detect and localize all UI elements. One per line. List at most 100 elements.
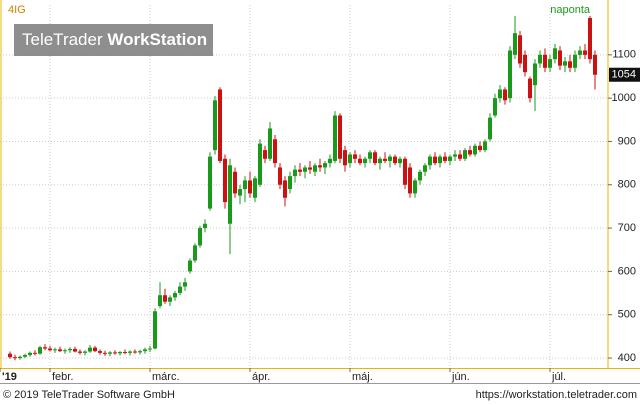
- candle-body: [218, 89, 222, 161]
- candle-body: [53, 349, 57, 351]
- candle-body: [408, 167, 412, 194]
- candle-body: [473, 145, 477, 155]
- candle-body: [513, 33, 517, 55]
- candle-body: [168, 297, 172, 302]
- candle-body: [258, 143, 262, 185]
- candle-body: [548, 59, 552, 68]
- candle-body: [318, 165, 322, 168]
- x-tick-label: máj.: [352, 371, 373, 383]
- candle-body: [333, 115, 337, 161]
- candle-body: [38, 347, 42, 354]
- candle-body: [183, 282, 187, 287]
- candle-body: [363, 158, 367, 164]
- y-tick-label: 800: [618, 179, 636, 191]
- y-tick-label: 400: [618, 352, 636, 364]
- candle-body: [578, 50, 582, 55]
- candle-body: [468, 150, 472, 155]
- candle-body: [173, 293, 177, 298]
- candle-body: [543, 54, 547, 68]
- candle-body: [563, 61, 567, 66]
- watermark-product: WorkStation: [107, 30, 207, 49]
- candle-body: [358, 158, 362, 164]
- candle-body: [193, 245, 197, 261]
- candle-body: [303, 167, 307, 172]
- candle-body: [298, 169, 302, 172]
- candle-body: [23, 355, 27, 357]
- candle-body: [553, 48, 557, 60]
- candle-body: [403, 158, 407, 185]
- candle-body: [73, 348, 77, 352]
- url: https://workstation.teletrader.com: [476, 389, 637, 401]
- candle-body: [123, 351, 127, 353]
- candle-body: [248, 180, 252, 194]
- candle-body: [103, 352, 107, 354]
- candle-body: [233, 171, 237, 194]
- y-tick-label: 1000: [612, 92, 636, 104]
- candle-body: [488, 117, 492, 140]
- candles: [8, 15, 597, 361]
- candle-body: [283, 180, 287, 198]
- candle-body: [8, 353, 12, 358]
- candle-body: [348, 154, 352, 164]
- candle-body: [478, 145, 482, 151]
- candle-body: [323, 163, 327, 168]
- candle-body: [373, 152, 377, 164]
- candle-body: [188, 260, 192, 272]
- y-tick-label: 500: [618, 309, 636, 321]
- candle-body: [118, 351, 122, 354]
- candle-body: [208, 156, 212, 209]
- candle-body: [138, 351, 142, 353]
- candle-body: [338, 115, 342, 159]
- candle-body: [523, 54, 527, 73]
- candle-body: [238, 189, 242, 196]
- candle-body: [308, 167, 312, 170]
- candle-body: [443, 156, 447, 161]
- candle-body: [493, 98, 497, 116]
- candle-body: [128, 351, 132, 353]
- candle-body: [503, 89, 507, 101]
- candle-body: [88, 347, 92, 352]
- candle-body: [78, 351, 82, 353]
- candle-body: [13, 357, 17, 359]
- candle-body: [393, 156, 397, 164]
- candle-body: [98, 351, 102, 353]
- candle-body: [438, 156, 442, 164]
- watermark-box: [14, 24, 213, 56]
- candle-body: [223, 158, 227, 203]
- candle-body: [198, 228, 202, 246]
- candle-body: [588, 17, 592, 60]
- x-tick-label: febr.: [52, 371, 73, 383]
- candle-body: [353, 154, 357, 159]
- y-tick-label: 1100: [612, 49, 636, 61]
- candle-body: [243, 180, 247, 190]
- candle-body: [518, 35, 522, 64]
- candle-body: [263, 150, 267, 159]
- x-tick-label: júl.: [551, 371, 566, 383]
- candle-body: [428, 156, 432, 166]
- instrument: 4IG: [8, 4, 26, 16]
- y-tick-label: 700: [618, 222, 636, 234]
- candle-body: [593, 54, 597, 75]
- watermark-brand: TeleTrader: [22, 30, 107, 49]
- candle-body: [423, 165, 427, 172]
- candle-body: [58, 349, 62, 352]
- x-tick-label: ápr.: [252, 371, 270, 383]
- candle-body: [448, 156, 452, 161]
- candle-body: [533, 63, 537, 86]
- y-tick-label: 600: [618, 265, 636, 277]
- candle-body: [228, 165, 232, 224]
- x-tick-label: márc.: [152, 371, 180, 383]
- candle-body: [343, 150, 347, 166]
- candle-body: [293, 169, 297, 177]
- candle-body: [273, 139, 277, 164]
- candle-body: [388, 156, 392, 161]
- candle-body: [143, 349, 147, 352]
- candle-body: [33, 352, 37, 354]
- candle-body: [383, 158, 387, 161]
- candle-body: [108, 352, 112, 354]
- candle-body: [203, 223, 207, 229]
- candle-body: [288, 176, 292, 190]
- candle-body: [158, 295, 162, 307]
